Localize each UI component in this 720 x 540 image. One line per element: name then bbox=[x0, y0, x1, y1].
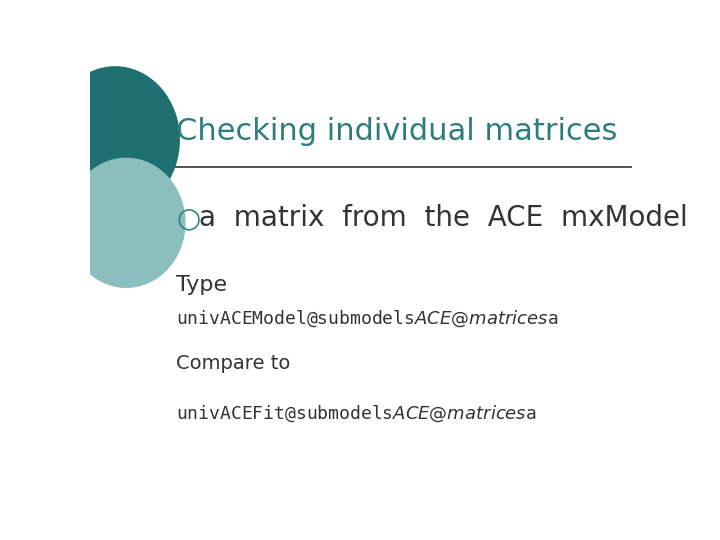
Text: univACEModel@submodels$ACE@matrices$a: univACEModel@submodels$ACE@matrices$a bbox=[176, 308, 559, 328]
Text: Type: Type bbox=[176, 275, 228, 295]
Text: univACEFit@submodels$ACE@matrices$a: univACEFit@submodels$ACE@matrices$a bbox=[176, 404, 537, 424]
Text: Checking individual matrices: Checking individual matrices bbox=[176, 117, 618, 146]
Text: ○: ○ bbox=[176, 204, 201, 232]
Ellipse shape bbox=[68, 158, 185, 287]
Ellipse shape bbox=[51, 67, 179, 212]
Text: Compare to: Compare to bbox=[176, 354, 291, 373]
Text: a  matrix  from  the  ACE  mxModel: a matrix from the ACE mxModel bbox=[199, 204, 688, 232]
